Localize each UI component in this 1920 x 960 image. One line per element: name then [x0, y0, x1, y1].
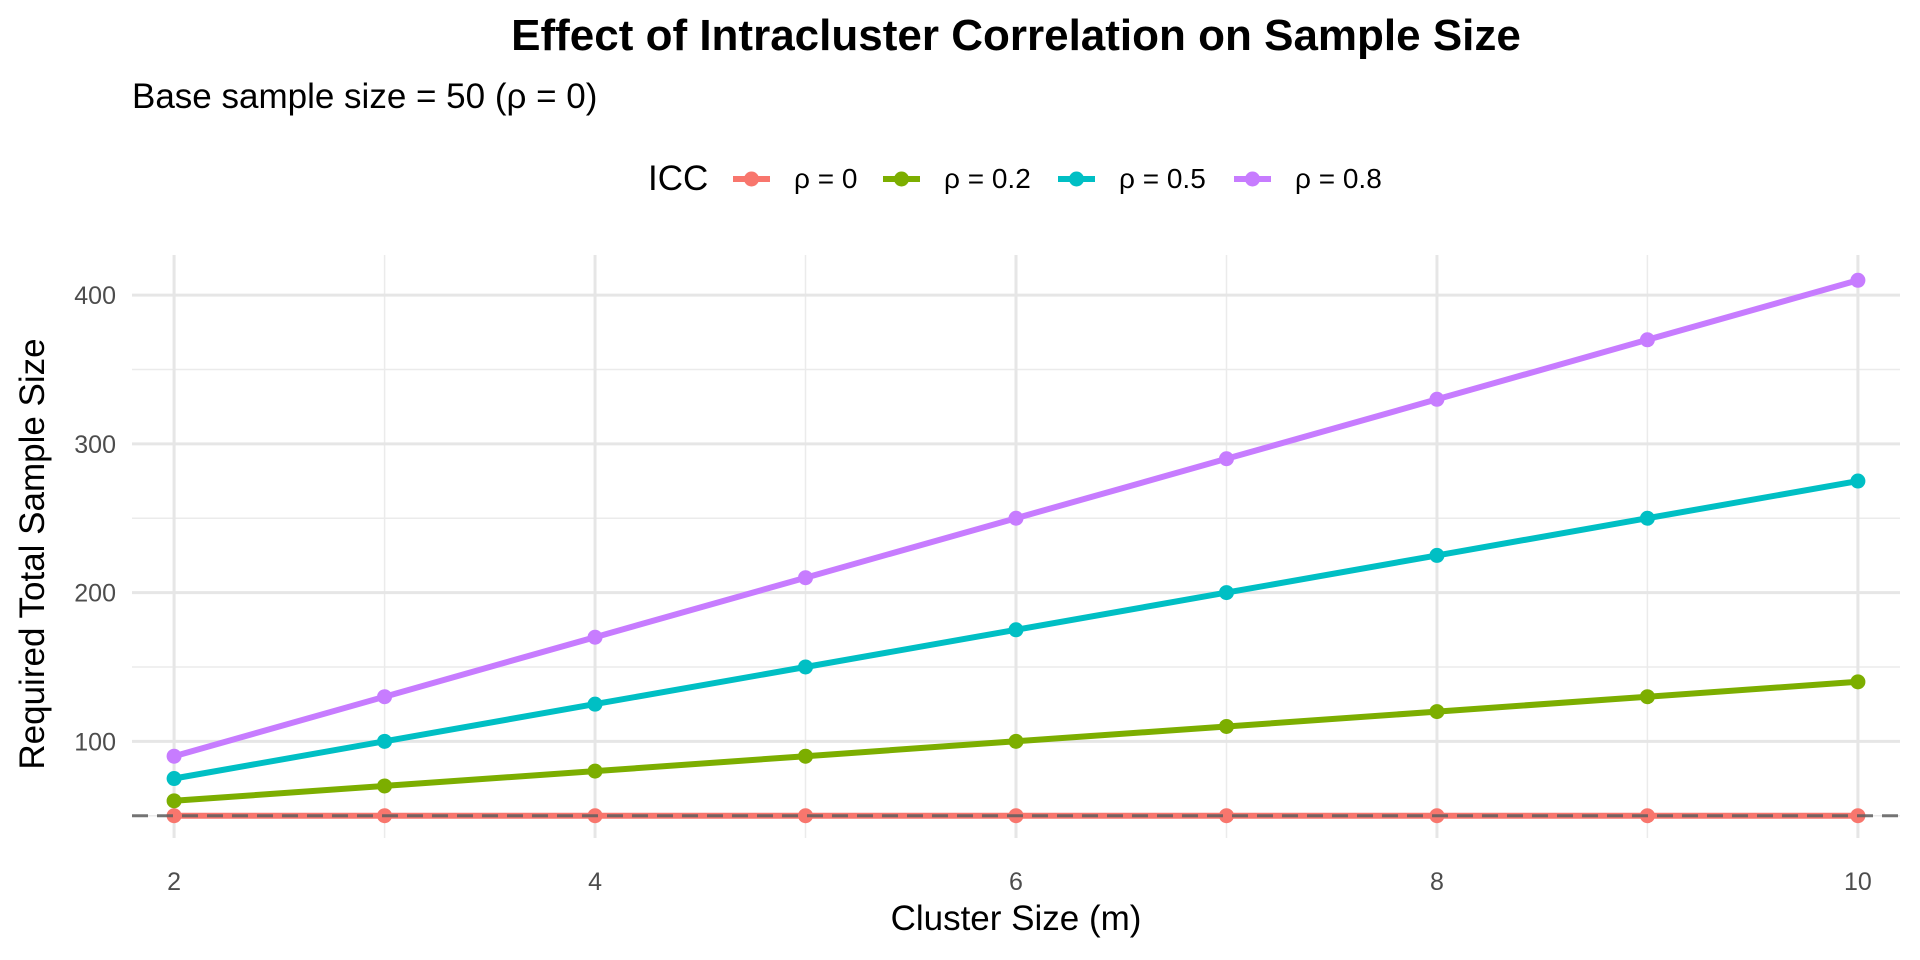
data-point [1639, 332, 1655, 348]
x-axis-title: Cluster Size (m) [891, 899, 1142, 938]
legend-label: ρ = 0 [794, 163, 857, 194]
x-tick-label: 2 [167, 868, 181, 896]
data-point [1429, 704, 1445, 720]
data-point [798, 808, 814, 824]
data-point [587, 763, 603, 779]
x-tick-label: 4 [588, 868, 602, 896]
data-point [1008, 733, 1024, 749]
chart-title: Effect of Intracluster Correlation on Sa… [511, 11, 1521, 60]
x-axis-ticks: 2 4 6 8 10 [167, 868, 1872, 896]
data-point [166, 808, 182, 824]
legend: ICC ρ = 0 ρ = 0.2 ρ = 0.5 ρ = 0.8 [648, 159, 1382, 198]
data-point [377, 778, 393, 794]
series-points [166, 272, 1866, 824]
data-point [1850, 674, 1866, 690]
y-tick-label: 300 [74, 431, 116, 459]
chart-subtitle: Base sample size = 50 (ρ = 0) [132, 77, 597, 116]
data-point [1639, 510, 1655, 526]
legend-item: ρ = 0 [733, 163, 857, 194]
data-point [798, 659, 814, 675]
legend-item: ρ = 0.8 [1234, 163, 1382, 194]
legend-title: ICC [648, 159, 708, 198]
x-tick-label: 6 [1009, 868, 1023, 896]
data-point [587, 696, 603, 712]
data-point [166, 793, 182, 809]
y-tick-label: 100 [74, 728, 116, 756]
x-tick-label: 8 [1430, 868, 1444, 896]
data-point [166, 748, 182, 764]
data-point [1218, 451, 1234, 467]
x-tick-label: 10 [1844, 868, 1872, 896]
data-point [1639, 689, 1655, 705]
data-point [1850, 272, 1866, 288]
data-point [1008, 622, 1024, 638]
legend-key-point [1069, 171, 1084, 187]
legend-key-point [894, 171, 909, 187]
data-point [1850, 473, 1866, 489]
data-point [1218, 585, 1234, 601]
y-axis-ticks: 100 200 300 400 [74, 282, 116, 756]
data-point [1429, 391, 1445, 407]
y-tick-label: 200 [74, 580, 116, 608]
data-point [587, 629, 603, 645]
legend-key-point [1245, 171, 1260, 187]
y-tick-label: 400 [74, 282, 116, 310]
legend-label: ρ = 0.5 [1119, 163, 1206, 194]
data-point [1218, 808, 1234, 824]
data-point [798, 570, 814, 586]
legend-label: ρ = 0.8 [1295, 163, 1382, 194]
legend-item: ρ = 0.2 [883, 163, 1031, 194]
legend-item: ρ = 0.5 [1058, 163, 1206, 194]
data-point [377, 689, 393, 705]
data-point [377, 733, 393, 749]
data-point [1218, 718, 1234, 734]
data-point [166, 771, 182, 787]
y-axis-title: Required Total Sample Size [13, 338, 52, 769]
data-point [1429, 547, 1445, 563]
data-point [1008, 510, 1024, 526]
data-point [798, 748, 814, 764]
legend-label: ρ = 0.2 [944, 163, 1031, 194]
legend-key-point [744, 171, 759, 187]
